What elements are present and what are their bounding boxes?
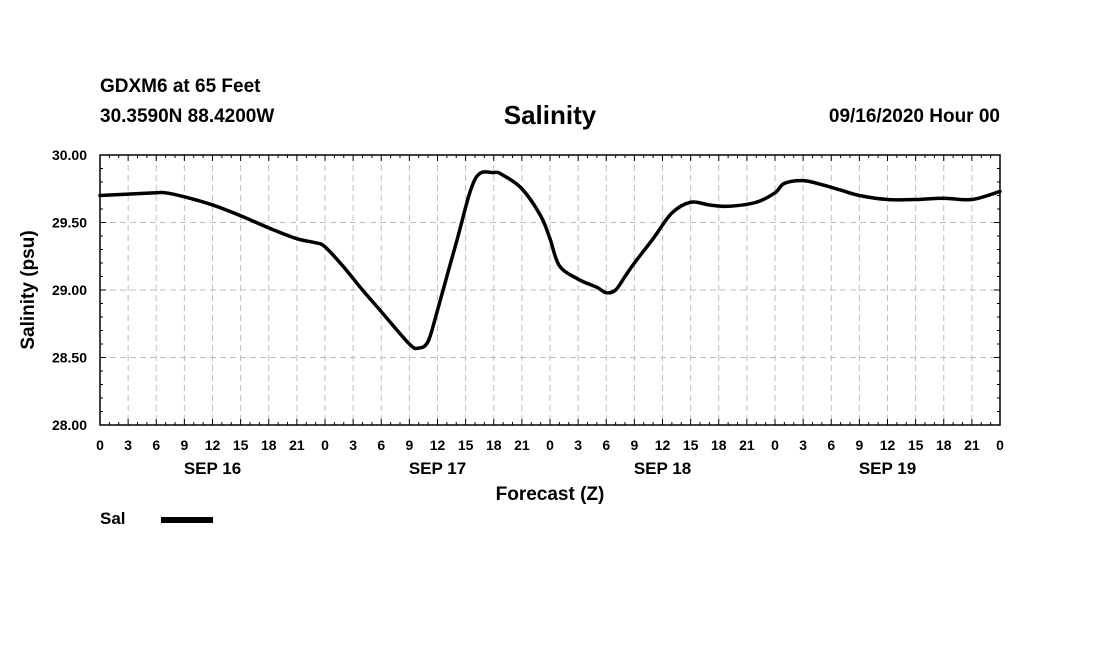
- x-tick-label: 21: [289, 437, 305, 453]
- x-tick-label: 0: [996, 437, 1004, 453]
- forecast-issued-time: 09/16/2020 Hour 00: [828, 106, 1000, 127]
- x-tick-label: 0: [96, 437, 104, 453]
- y-axis-label: Salinity (psu): [18, 230, 39, 349]
- x-tick-label: 9: [630, 437, 638, 453]
- x-tick-label: 21: [964, 437, 980, 453]
- series-layer: [98, 170, 1002, 351]
- x-tick-label: 9: [855, 437, 863, 453]
- x-tick-label: 6: [827, 437, 835, 453]
- x-tick-label: 3: [124, 437, 132, 453]
- x-tick-label: 12: [430, 437, 446, 453]
- x-tick-label: 3: [574, 437, 582, 453]
- day-label: SEP 18: [634, 459, 691, 478]
- station-name: GDXM6 at 65 Feet: [100, 76, 261, 97]
- x-tick-label: 9: [405, 437, 413, 453]
- plot-frame: [99, 154, 1001, 426]
- legend-label: Sal: [100, 509, 126, 528]
- x-tick-label: 12: [880, 437, 896, 453]
- axis-labels: 0 3 6 9 12 15 18 21 0 3 6 9 12 15 18 21 0 3 6 9 12 15 18 21 0 3 6 9…: [18, 147, 1004, 505]
- chart-grid: [100, 155, 1000, 425]
- x-tick-label: 15: [908, 437, 924, 453]
- x-tick-label: 0: [771, 437, 779, 453]
- x-tick-label: 9: [180, 437, 188, 453]
- x-tick-label: 0: [546, 437, 554, 453]
- y-tick-label: 29.50: [52, 215, 87, 231]
- chart-title: Salinity: [503, 100, 597, 130]
- x-tick-label: 6: [152, 437, 160, 453]
- x-tick-label: 6: [602, 437, 610, 453]
- day-label: SEP 16: [184, 459, 241, 478]
- station-coordinates: 30.3590N 88.4200W: [100, 106, 275, 127]
- y-tick-label: 29.00: [52, 282, 87, 298]
- x-tick-label: 12: [655, 437, 671, 453]
- day-label: SEP 17: [409, 459, 466, 478]
- y-tick-label: 28.50: [52, 350, 87, 366]
- x-tick-label: 21: [514, 437, 530, 453]
- x-tick-label: 15: [683, 437, 699, 453]
- x-tick-label: 18: [711, 437, 727, 453]
- x-tick-label: 18: [486, 437, 502, 453]
- y-tick-label: 30.00: [52, 147, 87, 163]
- legend-swatch: [161, 517, 213, 523]
- day-label: SEP 19: [859, 459, 916, 478]
- x-tick-label: 0: [321, 437, 329, 453]
- x-tick-label: 6: [377, 437, 385, 453]
- x-tick-label: 15: [458, 437, 474, 453]
- y-tick-label: 28.00: [52, 417, 87, 433]
- x-tick-label: 21: [739, 437, 755, 453]
- x-tick-label: 3: [799, 437, 807, 453]
- x-tick-label: 18: [936, 437, 952, 453]
- x-tick-label: 3: [349, 437, 357, 453]
- series-line-sal: [98, 170, 1002, 351]
- x-tick-label: 15: [233, 437, 249, 453]
- x-axis-label: Forecast (Z): [496, 484, 605, 505]
- x-tick-label: 12: [205, 437, 221, 453]
- x-tick-label: 18: [261, 437, 277, 453]
